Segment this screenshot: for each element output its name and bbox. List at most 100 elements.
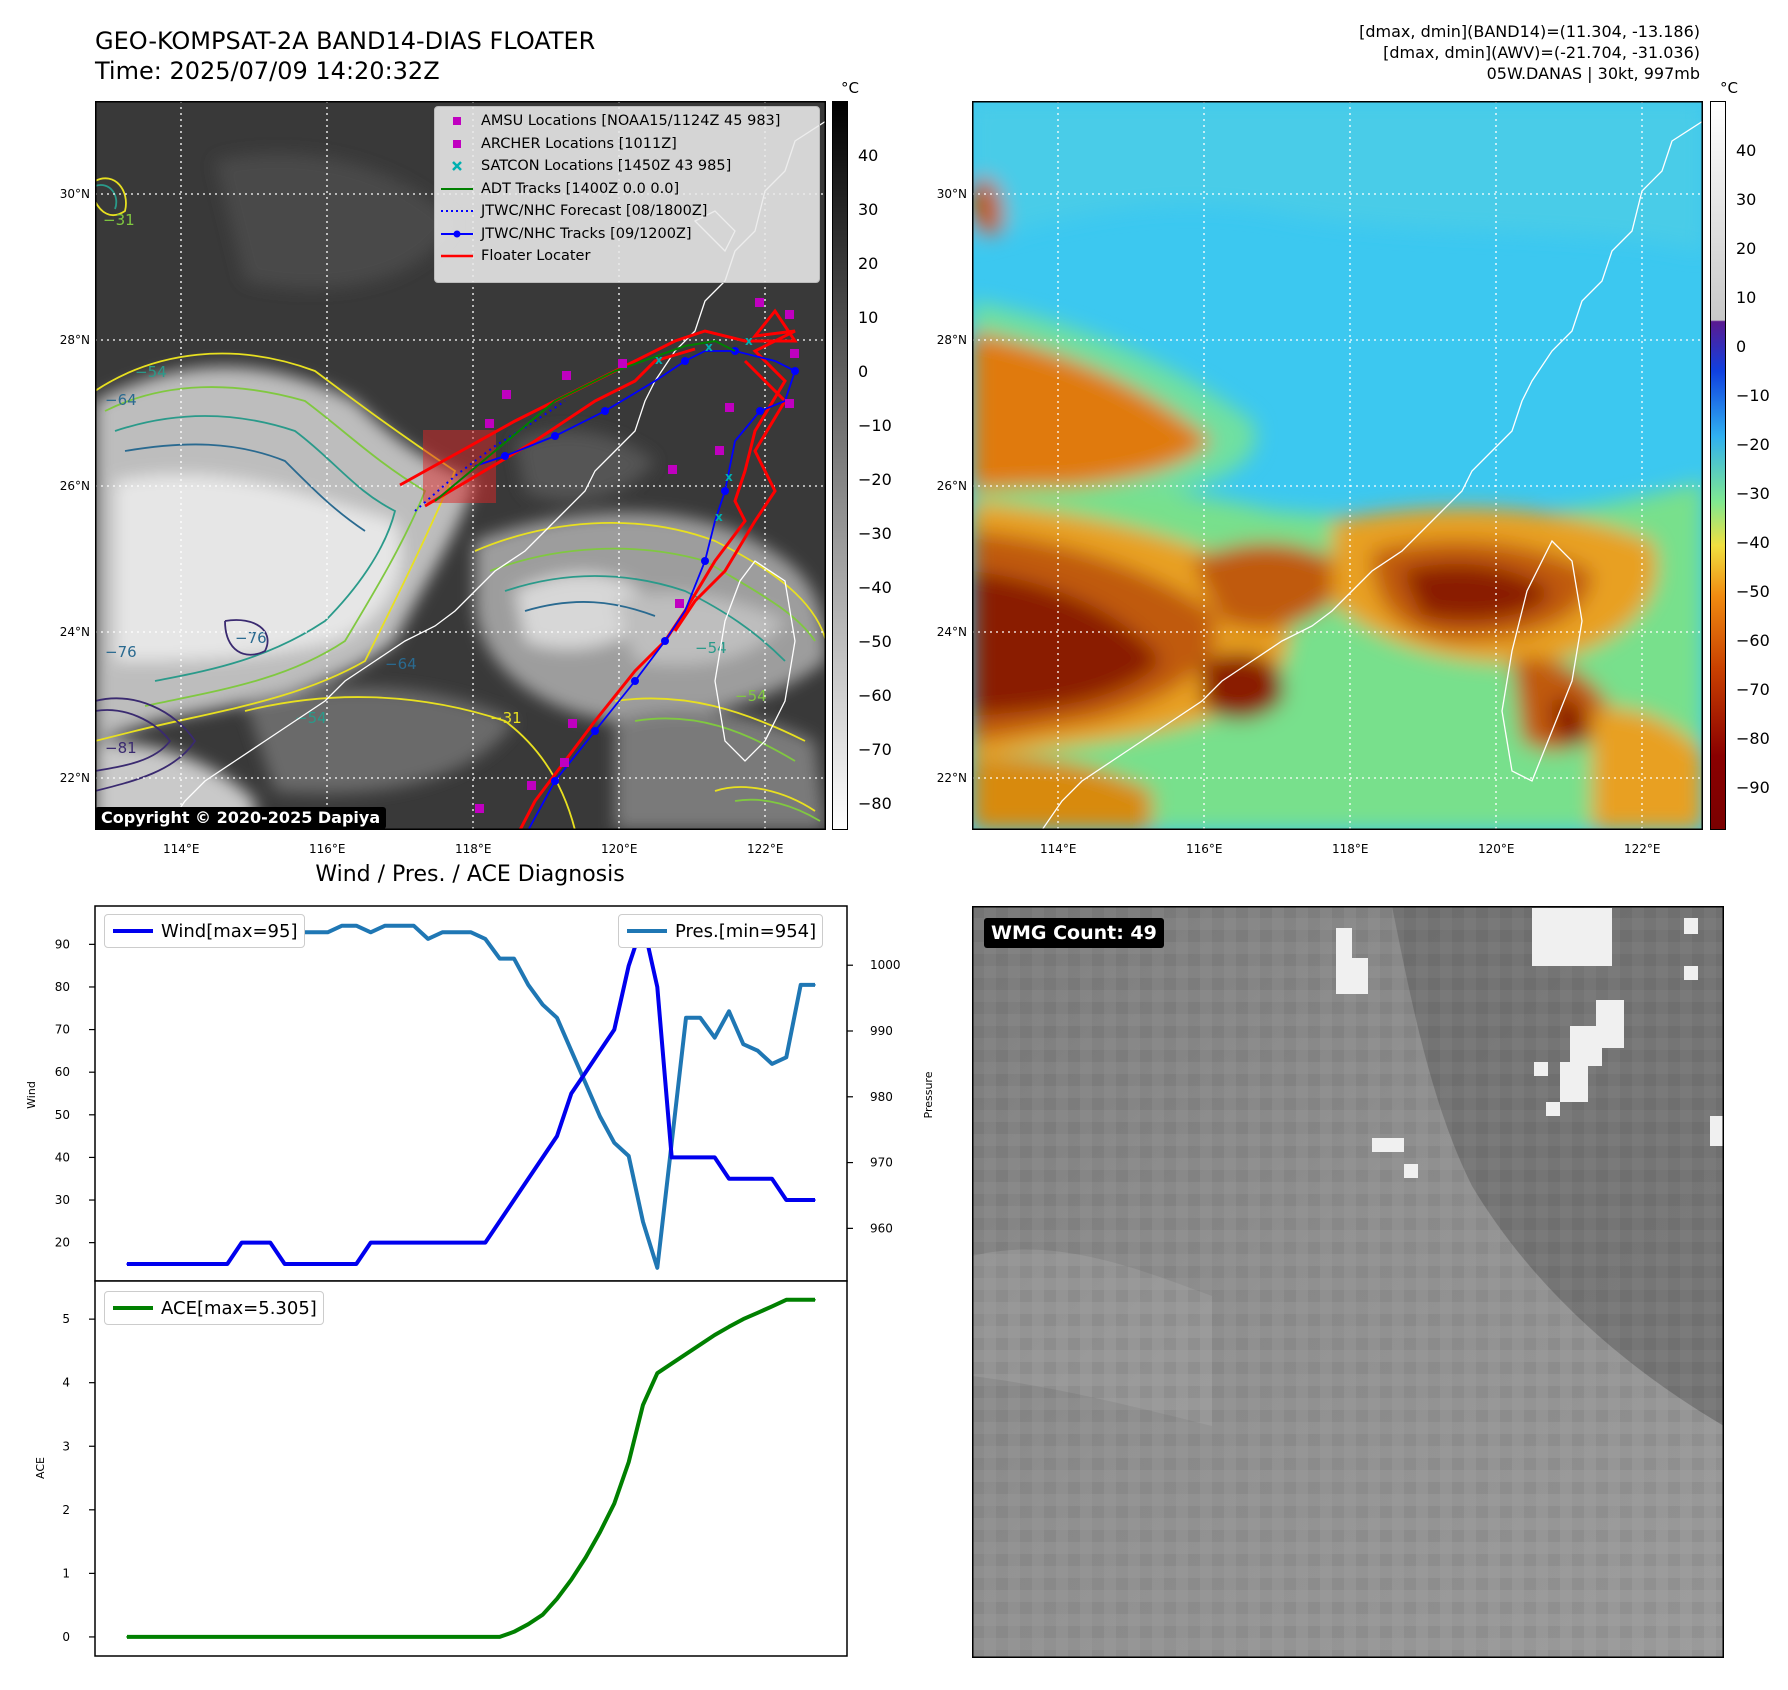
- ace-legend-label: ACE[max=5.305]: [161, 1297, 317, 1319]
- lat-tick: 30°N: [59, 187, 90, 201]
- ir-map-legend: AMSU Locations [NOAA15/1124Z 45 983] ARC…: [434, 106, 820, 283]
- wind-y-axis: 20 30 40 50 60 70 80 90: [55, 937, 95, 1250]
- y-tick-label: 5: [62, 1312, 70, 1326]
- pressure-point: [570, 1049, 573, 1052]
- wind-point: [584, 1071, 587, 1073]
- contour-label: −81: [105, 739, 137, 757]
- ace-point: [627, 1461, 630, 1463]
- ace-point: [570, 1578, 573, 1581]
- wind-point: [670, 1156, 673, 1159]
- ace-point: [226, 1636, 229, 1638]
- ace-point: [427, 1636, 429, 1638]
- colorbar-tick: −10: [858, 416, 892, 435]
- colorbar-tick: −40: [858, 578, 892, 597]
- satcon-locations: x x x x x: [655, 334, 753, 524]
- pressure-point: [799, 984, 802, 986]
- wind-point: [326, 1263, 329, 1265]
- y-tick-label: 1: [62, 1566, 70, 1580]
- y-tick-label: 90: [55, 937, 70, 951]
- y-tick-label: 1000: [870, 958, 901, 972]
- wmg-count-badge: WMG Count: 49: [984, 918, 1164, 948]
- pressure-point: [541, 1003, 544, 1006]
- contour-label: −54: [135, 363, 167, 381]
- legend-archer: ARCHER Locations [1011Z]: [435, 133, 819, 156]
- pressure-point: [369, 931, 372, 934]
- wind-point: [484, 1241, 487, 1244]
- legend-satcon: SATCON Locations [1450Z 43 985]: [435, 155, 819, 178]
- wind-series: [126, 921, 816, 1266]
- lat-tick: 26°N: [59, 479, 90, 493]
- lon-tick: 116°E: [1186, 842, 1223, 856]
- magenta-square-icon: [441, 135, 473, 153]
- wind-point: [255, 1241, 257, 1244]
- pressure-point: [455, 931, 458, 934]
- ace-point: [455, 1636, 458, 1638]
- wind-point: [713, 1156, 716, 1159]
- red-line-icon: [441, 247, 473, 265]
- wind-point: [226, 1263, 229, 1265]
- wind-point: [412, 1241, 415, 1244]
- awv-colorbar-unit: °C: [1720, 79, 1738, 97]
- pressure-point: [513, 957, 515, 960]
- pressure-point: [412, 924, 415, 927]
- ace-point: [126, 1636, 128, 1638]
- ace-point: [599, 1531, 601, 1533]
- wind-point: [728, 1177, 730, 1180]
- ace-point: [498, 1636, 501, 1638]
- ace-point: [771, 1305, 773, 1308]
- contour-label: −31: [103, 211, 135, 229]
- info-storm-summary: 05W.DANAS | 30kt, 997mb: [1486, 64, 1700, 83]
- contour-label: −54: [695, 639, 727, 657]
- ir-colorbar-unit: °C: [841, 79, 859, 97]
- lat-tick: 24°N: [936, 625, 967, 639]
- amsu-locations: [475, 298, 799, 813]
- ace-point: [656, 1372, 659, 1374]
- colorbar-tick: −10: [1736, 386, 1770, 405]
- info-awv-range: [dmax, dmin](AWV)=(-21.704, -31.036): [1383, 43, 1700, 62]
- pressure-point: [584, 1082, 587, 1085]
- awv-map: [972, 101, 1703, 830]
- wind-point: [455, 1241, 458, 1244]
- wind-point: [269, 1241, 272, 1244]
- lat-tick: 28°N: [936, 333, 967, 347]
- ace-point: [298, 1636, 300, 1638]
- y-tick-label: 70: [55, 1023, 70, 1037]
- wind-point: [355, 1263, 358, 1265]
- colorbar-tick: 0: [1736, 337, 1747, 356]
- lon-tick: 120°E: [601, 842, 638, 856]
- legend-jtwc-forecast: JTWC/NHC Forecast [08/1800Z]: [435, 200, 819, 223]
- ace-point: [240, 1636, 243, 1638]
- gridlines: [972, 101, 1703, 830]
- wind-point: [154, 1263, 157, 1265]
- ace-series: [126, 1297, 816, 1639]
- ace-point: [441, 1636, 444, 1638]
- wind-point: [627, 964, 630, 967]
- wind-point: [685, 1156, 687, 1159]
- ace-point: [412, 1636, 415, 1638]
- ace-point: [541, 1613, 544, 1616]
- ace-point: [369, 1636, 372, 1638]
- ace-point: [713, 1334, 716, 1336]
- wind-point: [771, 1177, 773, 1180]
- svg-text:x: x: [725, 470, 733, 484]
- copyright-badge: Copyright © 2020-2025 Dapiya: [95, 807, 387, 829]
- ace-point: [183, 1636, 186, 1638]
- wind-point: [699, 1156, 702, 1159]
- legend-label: AMSU Locations [NOAA15/1124Z 45 983]: [481, 113, 781, 130]
- ace-point: [799, 1299, 802, 1301]
- y-tick-label: 3: [62, 1439, 70, 1453]
- lon-tick: 114°E: [1040, 842, 1077, 856]
- magenta-square-icon: [441, 112, 473, 130]
- ir-map-panel: −31 −54 −64 −76 −76 −81 −54 −31 −54 −64 …: [95, 101, 826, 830]
- pressure-point: [742, 1043, 745, 1045]
- y-tick-label: 0: [62, 1630, 70, 1644]
- pressure-point: [642, 1221, 644, 1223]
- jtwc-forecast: [414, 400, 566, 512]
- contour-label: −64: [105, 391, 137, 409]
- wind-point: [527, 1177, 530, 1180]
- colorbar-tick: −20: [858, 470, 892, 489]
- pressure-point: [498, 957, 501, 960]
- legend-label: ARCHER Locations [1011Z]: [481, 135, 677, 152]
- lon-tick: 118°E: [1332, 842, 1369, 856]
- pressure-point: [384, 924, 386, 927]
